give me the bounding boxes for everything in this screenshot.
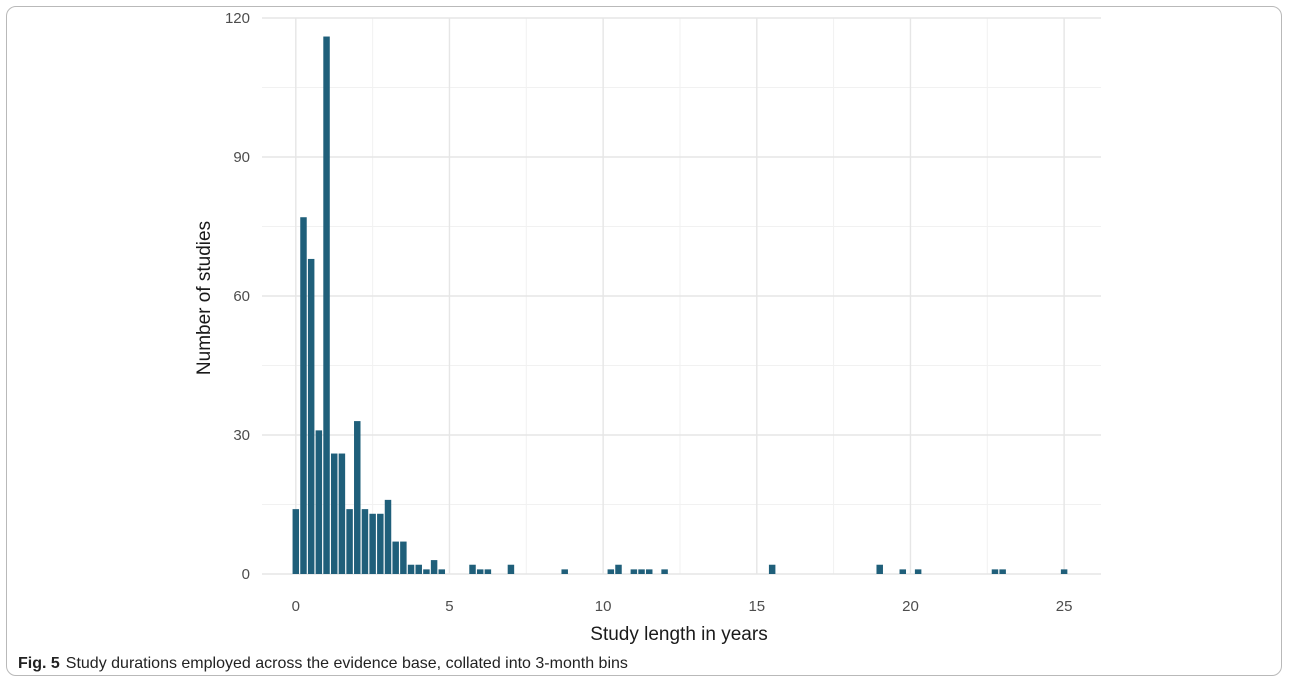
histogram-bar <box>876 564 883 574</box>
histogram-chart: 0 5 10 15 20 25 0 30 60 90 120 Study length in ye… <box>194 10 1101 645</box>
histogram-bar <box>354 421 361 574</box>
histogram-bar <box>768 564 776 574</box>
histogram-bar <box>430 560 438 574</box>
histogram-bar <box>438 569 446 574</box>
histogram-bar <box>292 509 300 574</box>
y-tick-label: 0 <box>242 566 250 583</box>
grid-lines <box>262 17 1101 575</box>
histogram-bar <box>638 569 645 574</box>
x-tick-label: 0 <box>292 598 300 615</box>
histogram-bar <box>423 569 430 574</box>
histogram-bar <box>914 569 922 574</box>
y-axis-title: Number of studies <box>194 221 215 375</box>
y-tick-labels: 0 30 60 90 120 <box>225 10 250 583</box>
histogram-bar <box>469 564 476 574</box>
histogram-bar <box>507 564 515 574</box>
y-tick-label: 30 <box>233 427 250 444</box>
histogram-bar <box>300 217 307 575</box>
x-tick-label: 20 <box>902 598 919 615</box>
x-tick-label: 10 <box>595 598 612 615</box>
histogram-bar <box>392 541 399 574</box>
histogram-bar <box>661 569 668 574</box>
histogram-bar <box>400 541 407 574</box>
histogram-bar <box>645 569 653 574</box>
histogram-bar <box>630 569 638 574</box>
histogram-bar <box>330 453 338 574</box>
x-tick-labels: 0 5 10 15 20 25 <box>292 598 1073 615</box>
histogram-bar <box>315 430 323 574</box>
histogram-bar <box>338 453 346 574</box>
x-tick-label: 25 <box>1056 598 1073 615</box>
histogram-bar <box>615 564 622 574</box>
histogram-bar <box>415 564 422 574</box>
histogram-bar <box>323 36 330 574</box>
figure-frame <box>6 6 1282 676</box>
histogram-bar <box>407 564 415 574</box>
histogram-bar <box>361 509 369 574</box>
histogram-bar <box>369 513 376 574</box>
histogram-bar <box>1060 569 1068 574</box>
histogram-bar <box>561 569 568 574</box>
histogram-bar <box>484 569 492 574</box>
histogram-bar <box>384 499 392 574</box>
figure-caption-text: Study durations employed across the evid… <box>65 655 628 672</box>
histogram-bar <box>346 509 353 574</box>
histogram-bar <box>476 569 484 574</box>
y-tick-label: 60 <box>233 288 250 305</box>
figure-label: Fig. 5 <box>18 655 60 672</box>
bars <box>292 36 1068 575</box>
histogram-bar <box>991 569 999 574</box>
histogram-bar <box>999 569 1006 574</box>
x-axis-title: Study length in years <box>590 624 767 645</box>
histogram-bar <box>307 258 315 574</box>
x-tick-label: 5 <box>445 598 453 615</box>
y-tick-label: 120 <box>225 10 250 27</box>
x-tick-label: 15 <box>748 598 765 615</box>
y-tick-label: 90 <box>233 149 250 166</box>
histogram-bar <box>607 569 615 574</box>
figure-caption: Fig. 5 Study durations employed across th… <box>18 655 628 673</box>
histogram-bar <box>377 513 384 574</box>
histogram-bar <box>899 569 907 574</box>
